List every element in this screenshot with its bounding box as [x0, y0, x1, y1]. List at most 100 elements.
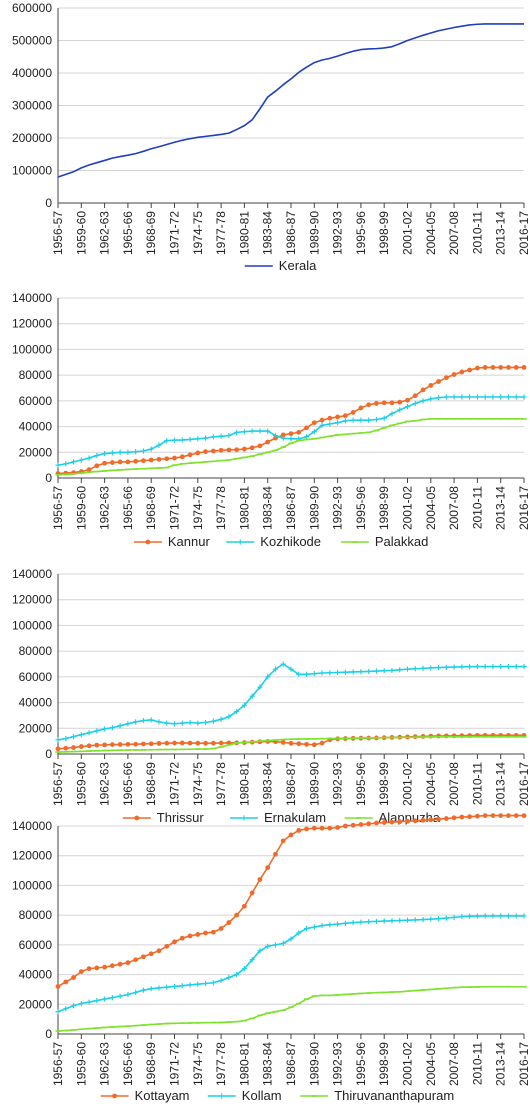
data-point	[164, 943, 170, 949]
data-point	[420, 398, 426, 404]
data-point	[288, 431, 294, 437]
legend: Kerala	[244, 258, 317, 273]
data-point	[505, 913, 512, 919]
data-point	[335, 420, 341, 426]
data-point	[288, 936, 294, 942]
data-point	[513, 365, 519, 370]
data-point	[498, 913, 504, 919]
data-point	[342, 418, 348, 424]
data-point	[319, 922, 325, 929]
legend-label: Kozhikode	[260, 534, 321, 549]
data-point	[405, 818, 410, 824]
data-point	[133, 957, 139, 963]
data-point	[404, 404, 411, 410]
data-point	[218, 716, 224, 722]
data-point	[435, 916, 442, 922]
data-point	[78, 969, 84, 974]
x-tick-label: 2010-11	[470, 762, 484, 805]
data-point	[242, 446, 247, 452]
data-point	[389, 918, 395, 924]
data-point	[141, 458, 146, 464]
data-point	[125, 741, 131, 747]
data-point	[397, 399, 403, 405]
legend-marker	[241, 815, 247, 821]
x-tick-label: 1998-99	[377, 486, 391, 530]
data-point	[342, 823, 348, 829]
data-point	[218, 447, 224, 453]
data-point	[319, 417, 325, 423]
data-point	[366, 919, 372, 925]
data-point	[133, 989, 139, 995]
data-point	[164, 984, 170, 990]
data-point	[311, 671, 317, 677]
data-point	[102, 726, 108, 732]
y-tick-label: 140000	[12, 567, 52, 581]
series-thiruvananthapuram	[55, 985, 527, 1032]
data-point	[63, 461, 69, 467]
y-tick-label: 120000	[12, 849, 52, 863]
data-point	[249, 445, 255, 451]
data-point	[63, 979, 69, 985]
data-point	[358, 822, 364, 827]
data-point	[94, 997, 100, 1004]
series-alappuzha	[55, 735, 527, 753]
x-tick-label: 1992-93	[331, 1042, 345, 1086]
chart-panel-3: 0 20000 40000 60000 80000 100000 120000 140000 1…	[12, 567, 530, 825]
x-tick-label: 2013-14	[494, 762, 508, 806]
series-palakkad	[55, 418, 527, 476]
y-tick-label: 40000	[19, 696, 53, 710]
data-point	[404, 917, 411, 923]
data-point	[187, 982, 193, 988]
x-tick-label: 1974-75	[191, 762, 205, 806]
data-point	[366, 668, 372, 675]
data-point	[490, 663, 496, 670]
x-tick-label: 1965-66	[121, 762, 135, 806]
data-point	[195, 720, 201, 726]
data-point	[459, 369, 465, 375]
data-point	[319, 670, 325, 676]
data-point	[187, 452, 193, 458]
y-tick-label: 100000	[12, 342, 52, 356]
data-point	[102, 996, 108, 1002]
x-tick-label: 2001-02	[401, 486, 415, 530]
data-point	[172, 939, 177, 945]
data-point	[420, 917, 426, 923]
data-point	[280, 940, 286, 946]
data-point	[311, 420, 317, 426]
y-tick-label: 20000	[19, 721, 53, 735]
x-tick-label: 1998-99	[377, 211, 391, 255]
data-point	[412, 666, 418, 672]
data-point	[350, 417, 356, 423]
data-point	[102, 964, 107, 970]
data-point	[249, 428, 255, 434]
x-tick-label: 1974-75	[191, 211, 205, 255]
x-tick-label: 2004-05	[424, 486, 438, 530]
x-tick-label: 2004-05	[424, 1042, 438, 1086]
data-point	[280, 432, 286, 438]
y-tick-label: 40000	[19, 968, 53, 982]
data-point	[210, 980, 216, 986]
data-point	[412, 400, 418, 407]
x-tick-label: 1974-75	[191, 486, 205, 530]
x-tick-label: 2016-17	[517, 762, 530, 806]
x-tick-label: 1956-57	[51, 486, 65, 530]
data-point	[467, 814, 473, 820]
data-point	[342, 920, 348, 926]
data-point	[203, 740, 208, 746]
data-point	[179, 454, 185, 460]
data-point	[195, 436, 201, 442]
data-point	[389, 667, 395, 674]
x-tick-label: 1965-66	[121, 486, 135, 530]
x-tick-label: 1995-96	[354, 486, 368, 530]
y-tick-label: 0	[45, 747, 52, 761]
x-tick-label: 1962-63	[98, 762, 112, 806]
x-tick-label: 1980-81	[237, 486, 251, 530]
data-point	[335, 669, 341, 676]
legend-marker	[145, 539, 151, 545]
data-point	[521, 913, 527, 919]
data-point	[280, 661, 286, 667]
data-point	[475, 365, 480, 371]
x-tick-label: 1992-93	[331, 486, 345, 530]
y-tick-label: 0	[45, 1027, 52, 1041]
